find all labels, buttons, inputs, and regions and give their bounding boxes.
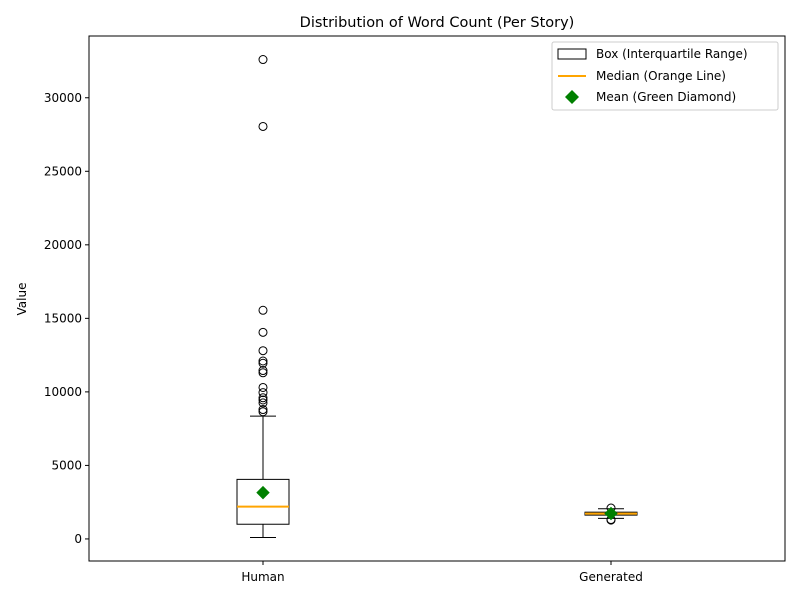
legend-mean-swatch: [565, 90, 579, 104]
legend-entry-label: Median (Orange Line): [596, 69, 726, 83]
outlier-point: [258, 382, 268, 392]
outlier-point: [258, 393, 268, 403]
plot-frame: [88, 35, 786, 562]
chart-title: Distribution of Word Count (Per Story): [300, 15, 575, 31]
y-tick-label: 10000: [44, 385, 82, 399]
outlier-point: [258, 368, 268, 378]
outlier-point: [258, 398, 268, 408]
outlier-point: [258, 407, 268, 417]
legend-entry-label: Box (Interquartile Range): [596, 47, 748, 61]
outlier-point: [258, 405, 268, 415]
outlier-point: [258, 358, 268, 368]
y-tick-label: 20000: [44, 238, 82, 252]
y-tick-label: 30000: [44, 91, 82, 105]
box-group-generated: [584, 503, 638, 525]
y-axis: 0 5000 10000 15000 20000 25000 30000: [44, 91, 89, 546]
x-tick-label: Generated: [579, 570, 643, 584]
x-axis: Human Generated: [241, 561, 643, 584]
mean-marker: [604, 506, 618, 521]
x-tick-label: Human: [241, 570, 284, 584]
outlier-point: [258, 121, 268, 131]
y-tick-label: 5000: [51, 458, 82, 472]
outlier-point: [258, 55, 268, 65]
legend: Box (Interquartile Range) Median (Orange …: [551, 41, 779, 111]
legend-frame: [551, 41, 779, 111]
outlier-point: [258, 388, 268, 398]
outlier-point: [258, 346, 268, 356]
outlier-point: [258, 366, 268, 376]
outlier-point: [258, 395, 268, 405]
plot-marks: [236, 55, 638, 538]
outlier-point: [258, 327, 268, 337]
iqr-box: [236, 478, 290, 525]
y-tick-label: 25000: [44, 164, 82, 178]
y-axis-title: Value: [15, 283, 29, 316]
legend-entry-label: Mean (Green Diamond): [596, 90, 736, 104]
mean-marker: [256, 485, 270, 500]
y-tick-label: 0: [74, 532, 82, 546]
outlier-point: [258, 356, 268, 366]
y-tick-label: 15000: [44, 311, 82, 325]
legend-box-swatch: [557, 48, 587, 60]
box-group-human: [236, 55, 290, 538]
outlier-point: [258, 305, 268, 315]
